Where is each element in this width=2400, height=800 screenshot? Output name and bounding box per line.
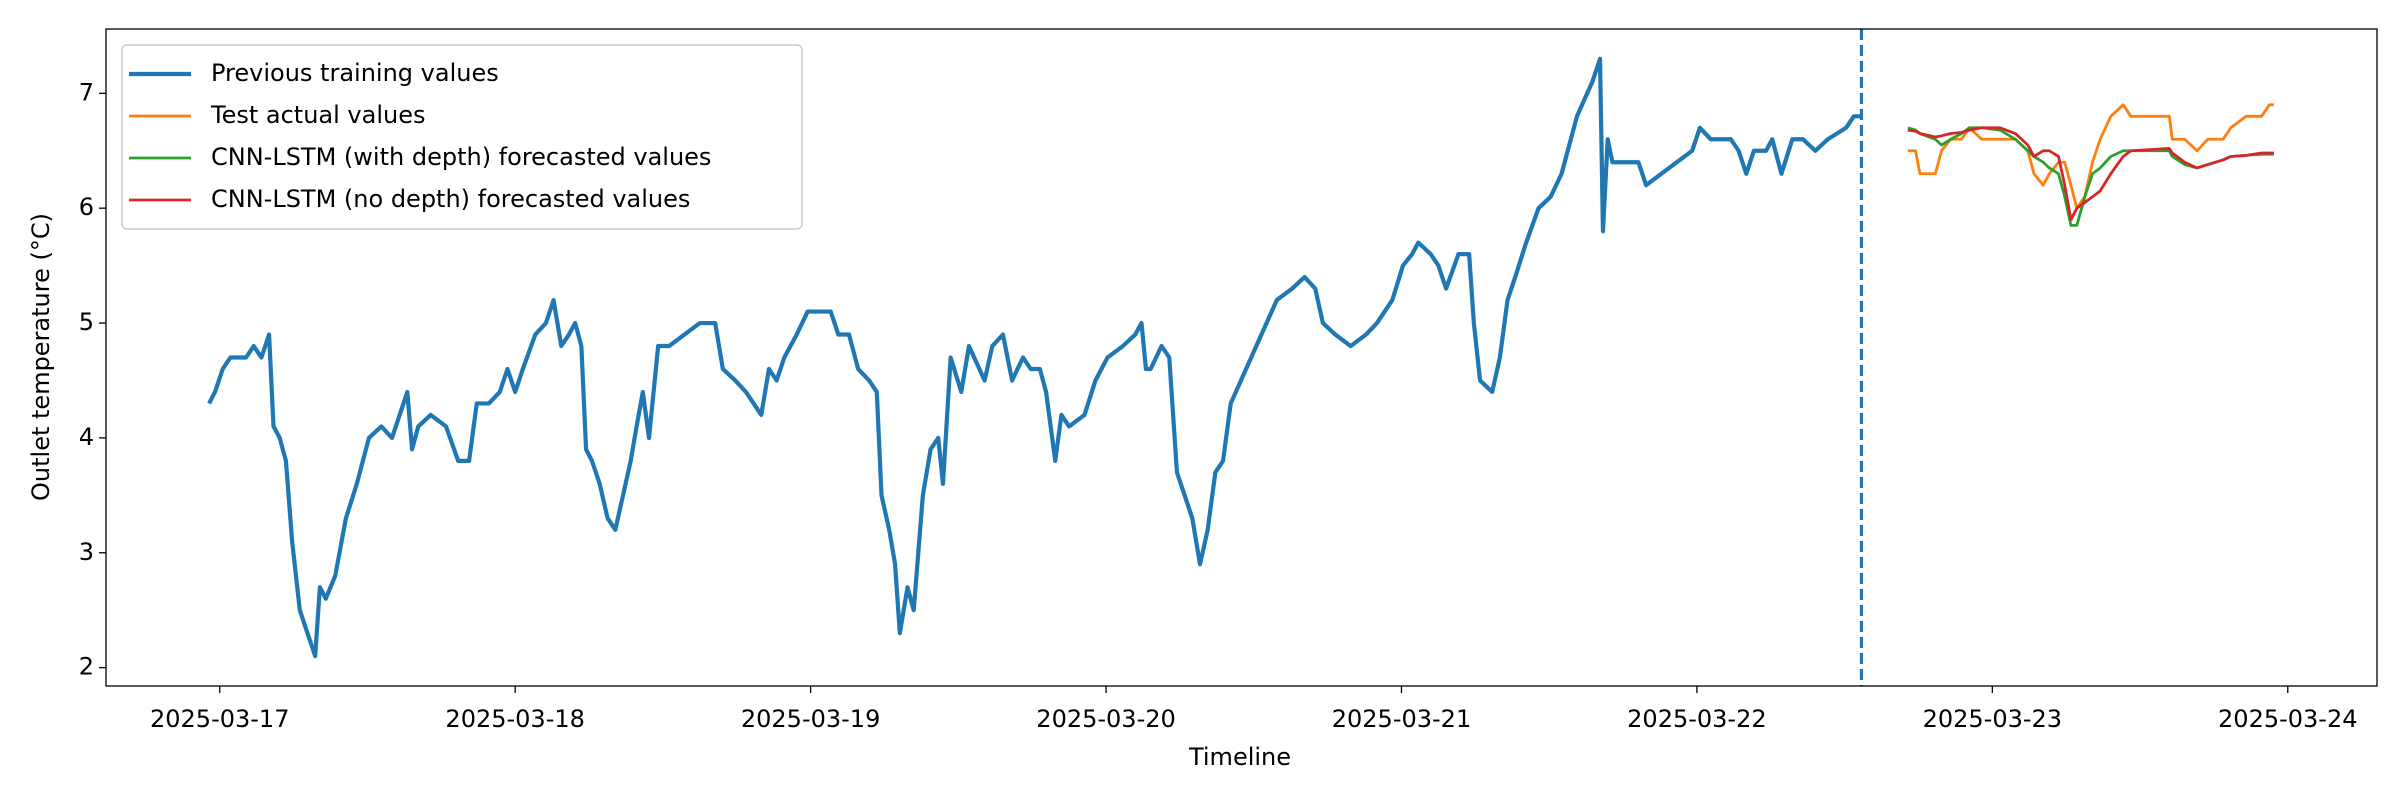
- y-tick-label: 4: [79, 423, 94, 451]
- series-line: [1907, 103, 2274, 210]
- legend-label: Test actual values: [210, 101, 425, 129]
- y-axis-label: Outlet temperature (°C): [27, 213, 55, 501]
- y-tick-label: 3: [79, 538, 94, 566]
- legend-label: CNN-LSTM (no depth) forecasted values: [211, 185, 690, 213]
- legend-box: [121, 44, 803, 230]
- series-line: [1907, 126, 2274, 227]
- y-tick-label: 7: [79, 78, 94, 106]
- plot-frame: [105, 28, 2378, 687]
- x-tick-label: 2025-03-17: [150, 705, 289, 733]
- x-tick-label: 2025-03-22: [1627, 705, 1766, 733]
- series-line: [1907, 126, 2274, 222]
- x-axis-label: Timeline: [1188, 743, 1291, 771]
- y-tick-label: 5: [79, 308, 94, 336]
- series-line: [207, 56, 1862, 659]
- y-tick-label: 2: [79, 653, 94, 681]
- x-tick-label: 2025-03-18: [445, 705, 584, 733]
- x-tick-label: 2025-03-23: [1923, 705, 2062, 733]
- x-tick-label: 2025-03-20: [1036, 705, 1175, 733]
- x-tick-label: 2025-03-19: [741, 705, 880, 733]
- legend-label: CNN-LSTM (with depth) forecasted values: [211, 143, 711, 171]
- x-tick-label: 2025-03-24: [2218, 705, 2357, 733]
- x-tick-label: 2025-03-21: [1332, 705, 1471, 733]
- legend-label: Previous training values: [211, 59, 499, 87]
- y-tick-label: 6: [79, 193, 94, 221]
